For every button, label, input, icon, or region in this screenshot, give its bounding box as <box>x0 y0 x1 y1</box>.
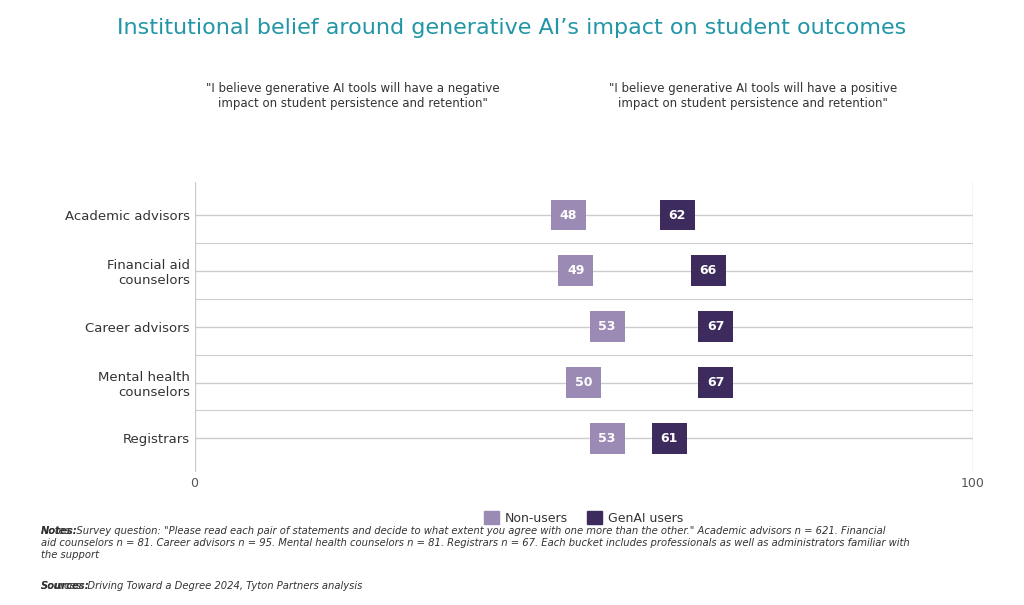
Legend: Non-users, GenAI users: Non-users, GenAI users <box>479 506 688 529</box>
Text: 53: 53 <box>598 320 615 333</box>
Bar <box>698 367 733 398</box>
Text: "I believe generative AI tools will have a negative
impact on student persistenc: "I believe generative AI tools will have… <box>207 82 500 110</box>
Text: 66: 66 <box>699 264 717 277</box>
Text: 53: 53 <box>598 432 615 445</box>
Bar <box>558 255 594 286</box>
Text: Institutional belief around generative AI’s impact on student outcomes: Institutional belief around generative A… <box>118 18 906 38</box>
Text: 49: 49 <box>567 264 585 277</box>
Bar <box>551 200 586 231</box>
Text: Sources: Driving Toward a Degree 2024, Tyton Partners analysis: Sources: Driving Toward a Degree 2024, T… <box>41 581 362 591</box>
Text: 62: 62 <box>669 209 686 221</box>
Bar <box>690 255 726 286</box>
Bar <box>652 423 687 454</box>
Text: "I believe generative AI tools will have a positive
impact on student persistenc: "I believe generative AI tools will have… <box>608 82 897 110</box>
Bar <box>590 312 625 342</box>
Text: Notes:: Notes: <box>41 526 78 537</box>
Text: 48: 48 <box>559 209 577 221</box>
Text: 67: 67 <box>708 376 725 389</box>
Text: Notes: Survey question: "Please read each pair of statements and decide to what : Notes: Survey question: "Please read eac… <box>41 526 909 560</box>
Text: 61: 61 <box>660 432 678 445</box>
Text: Sources:: Sources: <box>41 581 90 591</box>
Bar <box>566 367 601 398</box>
Text: 67: 67 <box>708 320 725 333</box>
Bar <box>659 200 694 231</box>
Bar <box>698 312 733 342</box>
Bar <box>590 423 625 454</box>
Text: 50: 50 <box>574 376 593 389</box>
